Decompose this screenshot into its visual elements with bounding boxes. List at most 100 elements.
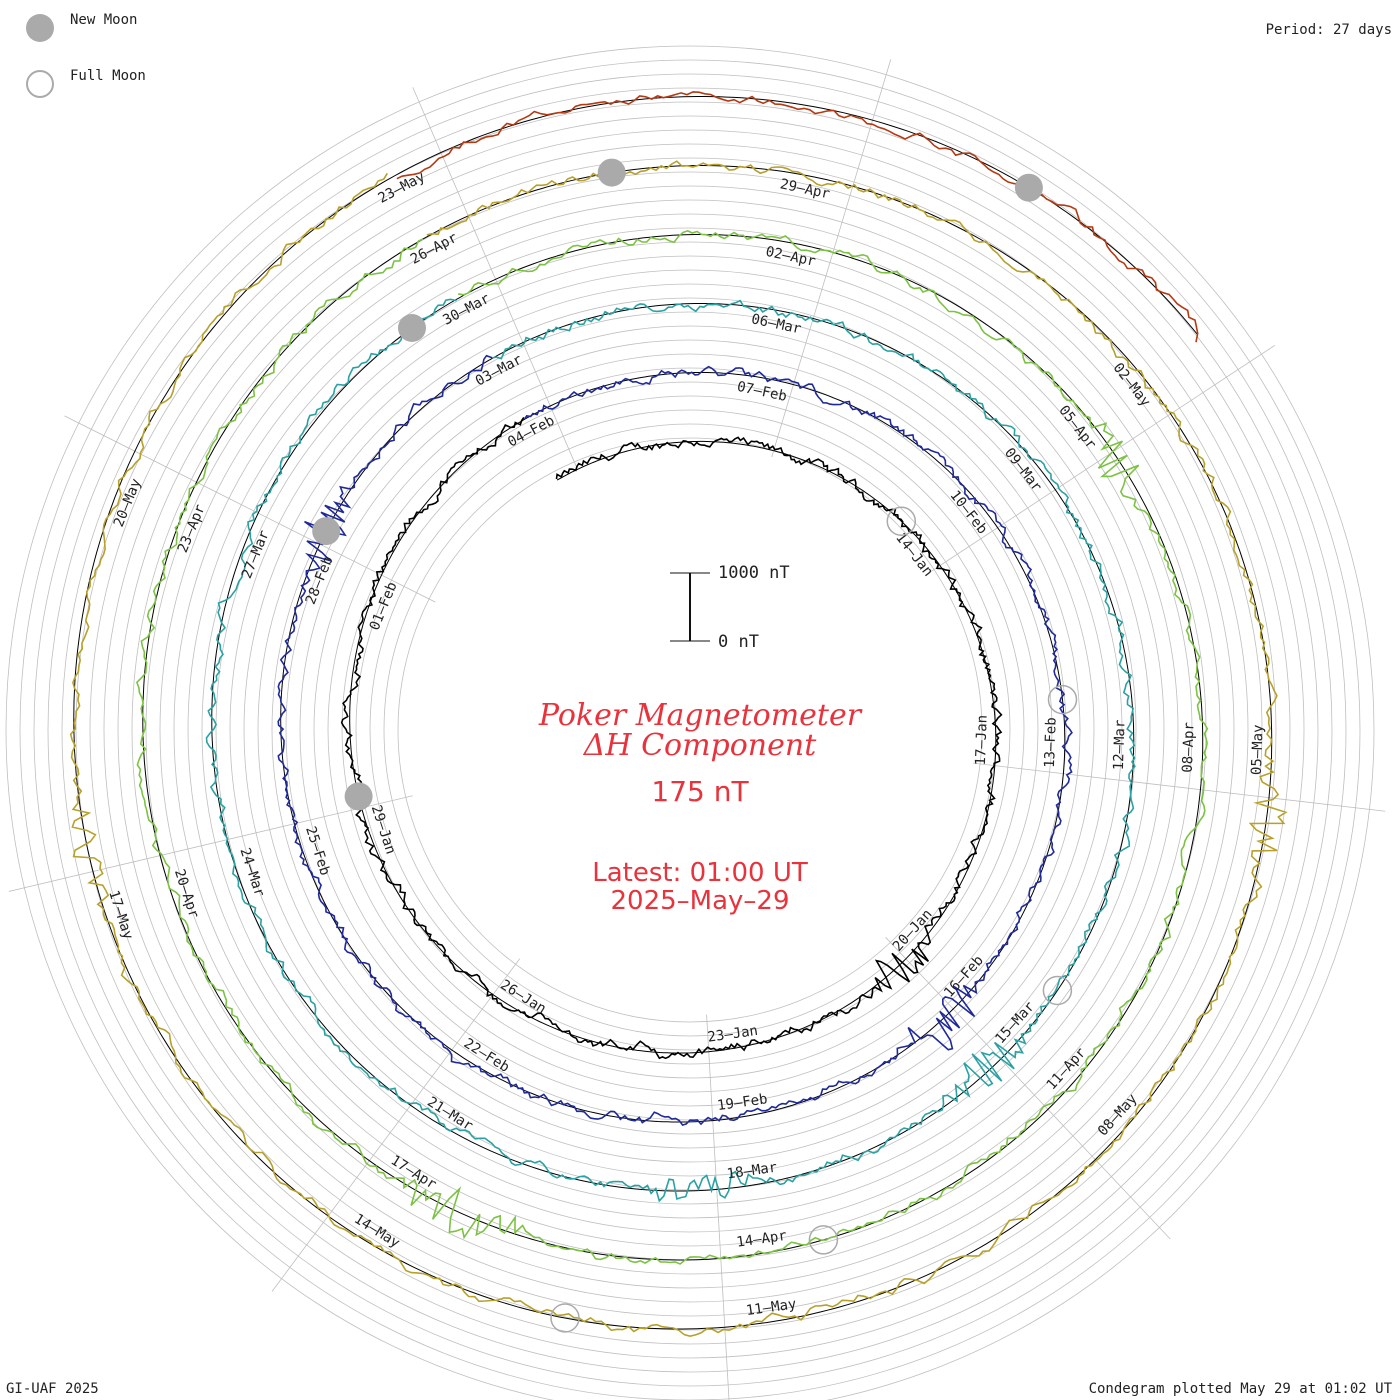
trace-rotation-1 xyxy=(340,416,1003,1060)
chart-subtitle: ΔH Component xyxy=(583,728,817,763)
day-spoke xyxy=(412,87,578,469)
date-label: 05–May xyxy=(1249,724,1267,775)
day-spoke xyxy=(927,345,1276,574)
scale-top-label: 1000 nT xyxy=(718,563,790,583)
new-moon-marker xyxy=(344,782,373,811)
day-spoke xyxy=(771,59,892,458)
grid-ring xyxy=(131,171,1249,1289)
grid-ring xyxy=(313,353,1067,1107)
date-label: 23–Jan xyxy=(707,1023,759,1046)
grid-ring xyxy=(257,297,1123,1163)
trace-rotation-3 xyxy=(205,298,1136,1203)
date-label: 09–Mar xyxy=(1001,445,1045,495)
latest-date: 2025–May–29 xyxy=(610,886,790,916)
date-label: 13–Feb xyxy=(1042,717,1060,768)
new-moon-marker xyxy=(597,158,626,187)
day-spoke xyxy=(8,795,413,892)
trace-rotation-4 xyxy=(135,230,1209,1265)
date-label: 11–May xyxy=(745,1296,797,1319)
new-moon-marker xyxy=(398,314,426,342)
date-label: 07–Feb xyxy=(736,379,789,405)
scale-bottom-label: 0 nT xyxy=(718,632,759,652)
grid-ring xyxy=(33,73,1347,1387)
date-label: 02–May xyxy=(1110,360,1154,410)
legend-new-moon: New Moon xyxy=(26,12,137,44)
date-label: 12–Mar xyxy=(1111,719,1129,770)
grid-ring xyxy=(229,269,1151,1191)
grid-ring xyxy=(89,129,1291,1331)
grid-rings xyxy=(5,45,1375,1400)
full-moon-marker xyxy=(1047,684,1078,715)
date-label: 04–Feb xyxy=(505,413,557,451)
trace-rotation-6 xyxy=(396,91,1199,343)
grid-ring xyxy=(327,367,1053,1093)
baseline-value: 175 nT xyxy=(651,775,749,808)
trace-rotation-5 xyxy=(69,160,1288,1338)
grid-ring xyxy=(47,87,1333,1373)
grid-ring xyxy=(341,381,1039,1079)
date-label: 08–Apr xyxy=(1180,722,1198,773)
chart-title: Poker Magnetometer xyxy=(538,698,862,733)
plotted-label: Condegram plotted May 29 at 01:02 UT xyxy=(1088,1381,1392,1397)
date-label: 26–Apr xyxy=(408,230,460,268)
grid-ring xyxy=(215,255,1165,1205)
date-label: 28–Feb xyxy=(303,554,337,607)
data-traces xyxy=(69,91,1288,1338)
latest-time: Latest: 01:00 UT xyxy=(592,858,808,888)
day-spoke xyxy=(973,762,1386,812)
new-moon-marker xyxy=(312,517,341,546)
date-label: 20–Apr xyxy=(171,867,202,920)
grid-ring xyxy=(271,311,1109,1149)
date-label: 19–Feb xyxy=(716,1091,768,1114)
credit-label: GI-UAF 2025 xyxy=(6,1381,99,1397)
date-label: 14–May xyxy=(351,1211,402,1251)
legend-full-moon-label: Full Moon xyxy=(70,68,146,84)
date-label: 06–Mar xyxy=(750,311,803,337)
day-spoke xyxy=(271,958,521,1292)
grid-ring xyxy=(145,185,1235,1275)
full-moon-icon xyxy=(26,70,54,98)
full-moon-marker xyxy=(550,1303,580,1333)
date-label: 08–May xyxy=(1095,1091,1141,1139)
date-label: 20–May xyxy=(111,476,145,529)
date-label: 14–Apr xyxy=(735,1228,787,1251)
date-label: 17–Jan xyxy=(973,715,991,766)
date-label: 02–Apr xyxy=(764,244,817,270)
date-label: 17–May xyxy=(105,888,136,941)
day-spokes xyxy=(8,59,1386,1400)
new-moon-icon xyxy=(26,14,54,42)
full-moon-marker xyxy=(1042,975,1073,1006)
moon-markers xyxy=(312,158,1078,1333)
grid-ring xyxy=(355,395,1025,1065)
grid-ring xyxy=(75,115,1305,1345)
grid-ring xyxy=(117,157,1263,1303)
scale-bar xyxy=(670,572,710,642)
grid-ring xyxy=(61,101,1319,1359)
period-label: Period: 27 days xyxy=(1265,22,1392,38)
date-label: 23–Apr xyxy=(175,502,209,555)
grid-ring xyxy=(397,437,983,1023)
trace-rotation-2 xyxy=(277,354,1073,1127)
new-moon-marker xyxy=(1014,173,1043,202)
day-spoke xyxy=(64,415,436,603)
grid-ring xyxy=(201,241,1179,1219)
grid-ring xyxy=(369,409,1011,1051)
day-spoke xyxy=(885,937,1171,1240)
date-label: 18–Mar xyxy=(726,1160,778,1183)
date-label: 22–Feb xyxy=(461,1036,512,1076)
date-label: 27–Mar xyxy=(239,528,273,581)
date-label: 01–Feb xyxy=(367,580,401,633)
date-label: 17–Apr xyxy=(388,1153,439,1193)
legend-new-moon-label: New Moon xyxy=(70,12,138,28)
grid-ring xyxy=(19,59,1361,1400)
grid-ring xyxy=(243,283,1137,1177)
grid-ring xyxy=(285,325,1095,1135)
legend-full-moon: Full Moon xyxy=(26,68,146,100)
full-moon-marker xyxy=(808,1225,839,1255)
grid-ring xyxy=(103,143,1277,1317)
date-label: 23–May xyxy=(376,169,428,207)
full-moon-marker xyxy=(886,506,917,536)
grid-ring xyxy=(187,227,1193,1233)
